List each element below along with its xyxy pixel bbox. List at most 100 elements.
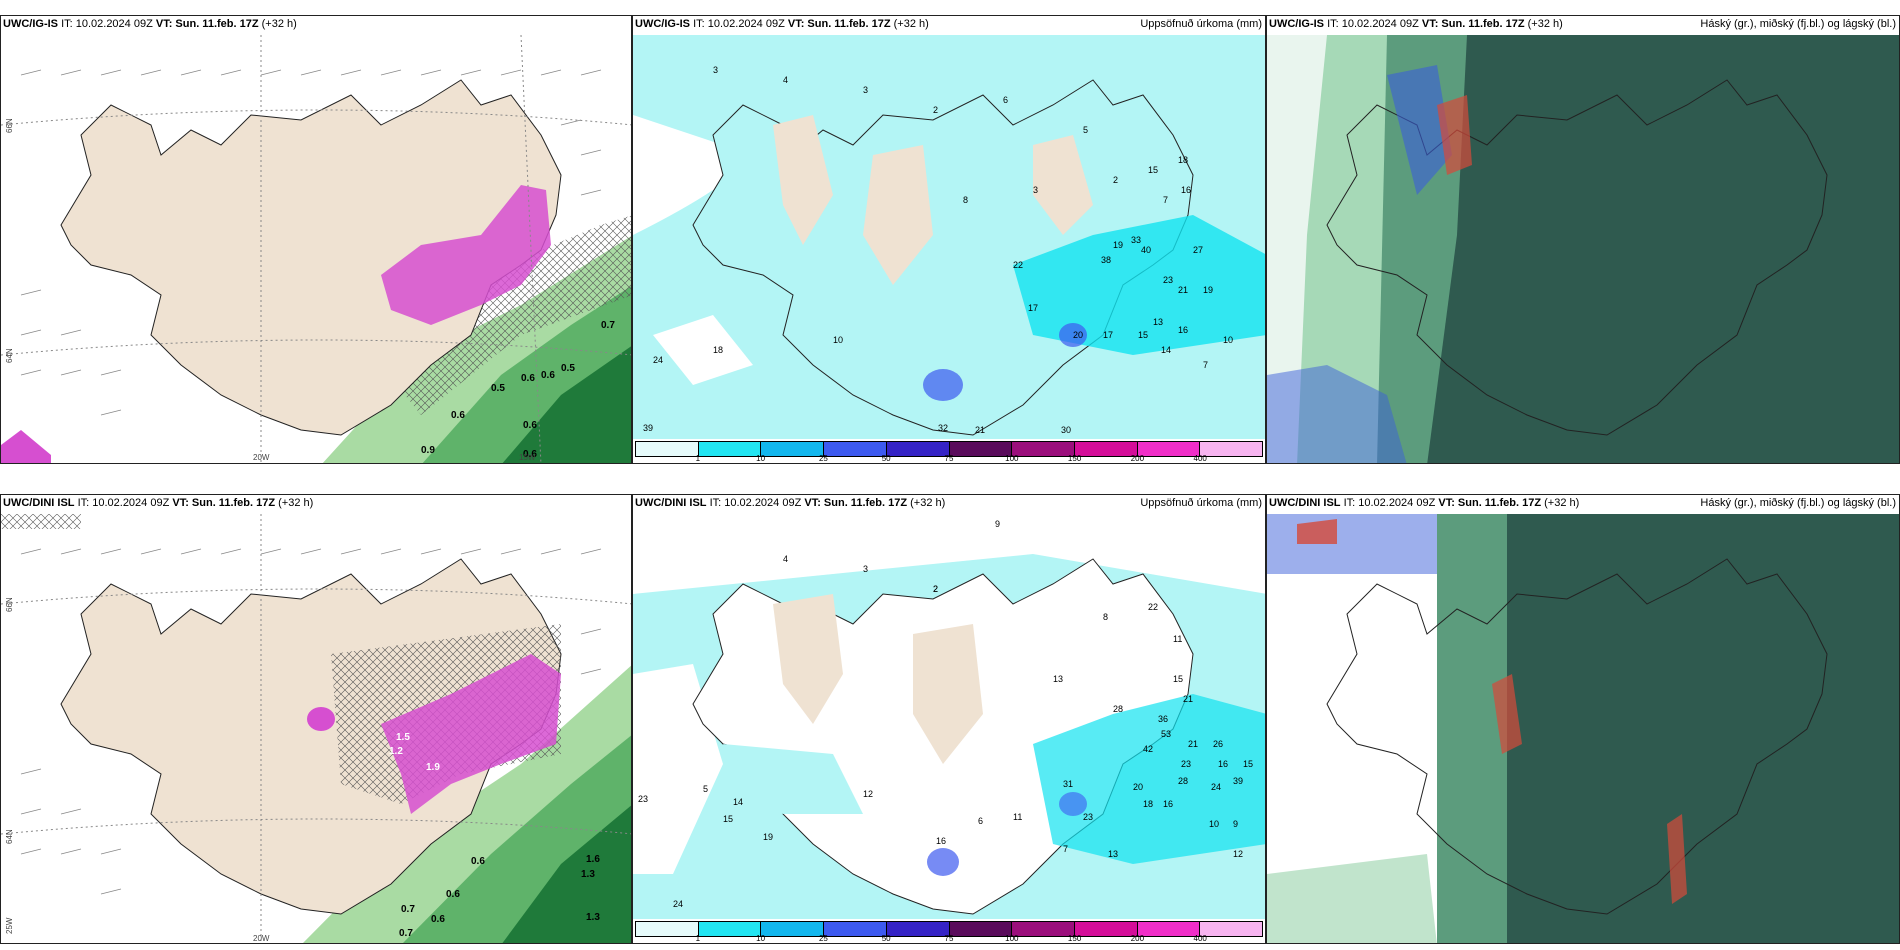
legend-swatch bbox=[636, 922, 699, 936]
valid-time: Sun. 11.feb. 17Z bbox=[175, 18, 259, 30]
init-time: IT: 10.02.2024 09Z bbox=[693, 18, 785, 30]
value-label: 0.6 bbox=[431, 914, 445, 925]
value-label: 24 bbox=[1211, 782, 1222, 792]
value-label: 0.7 bbox=[601, 320, 615, 331]
legend-swatch bbox=[1137, 442, 1201, 456]
wind-barbs bbox=[20, 69, 602, 416]
value-label: 0.6 bbox=[523, 449, 537, 460]
precip-cell bbox=[381, 185, 551, 325]
value-label: 38 bbox=[1101, 255, 1112, 265]
value-label: 0.7 bbox=[399, 928, 413, 939]
value-label: 19 bbox=[763, 832, 774, 842]
panel-title: UWC/IG-IS IT: 10.02.2024 09Z VT: Sun. 11… bbox=[3, 18, 297, 30]
value-label: 15 bbox=[1173, 674, 1184, 684]
value-label: 22 bbox=[1013, 260, 1024, 270]
value-label: 1.2 bbox=[389, 746, 403, 757]
lead-time: (+32 h) bbox=[893, 18, 929, 30]
value-label: 19 bbox=[1203, 285, 1214, 295]
value-label: 39 bbox=[1233, 776, 1244, 786]
value-label: 6 bbox=[1003, 95, 1009, 105]
value-label: 15 bbox=[1138, 330, 1149, 340]
value-label: 24 bbox=[653, 355, 664, 365]
value-label: 2 bbox=[933, 584, 939, 594]
legend-tick-label: 25 bbox=[818, 454, 828, 463]
legend-tick-label: 10 bbox=[756, 934, 766, 943]
legend-tick-label: 10 bbox=[756, 454, 766, 463]
value-label: 13 bbox=[1053, 674, 1064, 684]
valid-time-label: VT: bbox=[172, 497, 189, 509]
value-label: 5 bbox=[1083, 125, 1089, 135]
cloud-zone-clear bbox=[1267, 514, 1447, 943]
value-label: 15 bbox=[1148, 165, 1159, 175]
panel-right-title: Uppsöfnuð úrkoma (mm) bbox=[1140, 18, 1262, 30]
land-dry-zone bbox=[773, 594, 843, 724]
value-label: 12 bbox=[1233, 849, 1244, 859]
value-label: 12 bbox=[863, 789, 874, 799]
legend-swatch bbox=[949, 922, 1013, 936]
legend-ticks: 1 10 25 50 75 100 150 200 400 bbox=[635, 455, 1263, 463]
value-label: 20 bbox=[1073, 330, 1084, 340]
legend-tick-label: 200 bbox=[1130, 454, 1145, 463]
value-label: 21 bbox=[1178, 285, 1189, 295]
map-svg bbox=[1267, 514, 1899, 943]
high-cloud-zone bbox=[1437, 95, 1472, 175]
hatched-zone bbox=[381, 215, 631, 415]
panel-title: UWC/DINI ISL IT: 10.02.2024 09Z VT: Sun.… bbox=[1269, 497, 1579, 509]
legend-ticks: 1 10 25 50 75 100 150 200 400 bbox=[635, 935, 1263, 943]
precip-cell bbox=[307, 707, 335, 731]
value-label: 13 bbox=[1153, 317, 1164, 327]
value-label: 0.6 bbox=[523, 420, 537, 431]
lat-label: 66N bbox=[5, 118, 14, 133]
legend-swatch bbox=[886, 442, 950, 456]
panel-title: UWC/DINI ISL IT: 10.02.2024 09Z VT: Sun.… bbox=[635, 497, 945, 509]
legend-tick-label: 400 bbox=[1193, 454, 1207, 463]
precip-max-zone bbox=[923, 369, 963, 401]
legend-swatch bbox=[1012, 442, 1075, 456]
legend-swatch bbox=[1074, 922, 1138, 936]
land-dry-zone bbox=[863, 145, 933, 285]
map-area: 3 4 3 2 6 5 8 3 2 7 15 18 16 19 27 38 40… bbox=[633, 35, 1265, 439]
value-label: 17 bbox=[1028, 303, 1039, 313]
precip-cell bbox=[1, 430, 51, 463]
value-label: 19 bbox=[1113, 240, 1124, 250]
init-time: IT: 10.02.2024 09Z bbox=[709, 497, 802, 509]
value-label: 16 bbox=[936, 836, 947, 846]
value-label: 0.6 bbox=[471, 856, 485, 867]
high-cloud-zone bbox=[1297, 519, 1337, 544]
value-label: 3 bbox=[863, 564, 869, 574]
legend-tick-label: 200 bbox=[1130, 934, 1145, 943]
valid-time: Sun. 11.feb. 17Z bbox=[807, 18, 891, 30]
legend-tick-label: 50 bbox=[881, 454, 891, 463]
value-label: 13 bbox=[1108, 849, 1119, 859]
value-label: 10 bbox=[1223, 335, 1234, 345]
map-area: 0.6 0.7 0.6 0.6 1.6 1.3 1.3 0.7 1.2 1.9 … bbox=[1, 514, 631, 943]
value-label: 7 bbox=[1163, 195, 1169, 205]
legend-swatch bbox=[1074, 442, 1138, 456]
value-label: 27 bbox=[1193, 245, 1204, 255]
value-label: 22 bbox=[1148, 602, 1159, 612]
value-label: 2 bbox=[1113, 175, 1119, 185]
model-name: UWC/DINI ISL bbox=[3, 497, 75, 509]
grid-line bbox=[1, 339, 631, 356]
legend-swatch bbox=[636, 442, 699, 456]
map-area bbox=[1267, 514, 1899, 943]
map-area: 0.5 0.7 0.6 0.6 0.6 0.9 0.6 0.6 0.5 66N … bbox=[1, 35, 631, 463]
legend-swatch bbox=[949, 442, 1013, 456]
valid-time: Sun. 11.feb. 17Z bbox=[1441, 18, 1525, 30]
value-label: 7 bbox=[1063, 844, 1069, 854]
precip-max-zone bbox=[1059, 323, 1087, 347]
value-label: 17 bbox=[1103, 330, 1114, 340]
lead-time: (+32 h) bbox=[261, 18, 297, 30]
legend-swatches bbox=[635, 921, 1263, 937]
high-cloud-zone bbox=[1267, 365, 1407, 463]
cloud-cover-panel-row1: UWC/IG-IS IT: 10.02.2024 09Z VT: Sun. 11… bbox=[1266, 15, 1900, 464]
valid-time-label: VT: bbox=[787, 18, 805, 30]
high-cloud-zone bbox=[1387, 65, 1452, 195]
value-label: 24 bbox=[673, 899, 684, 909]
hatched-zone bbox=[1, 514, 81, 529]
value-label: 11 bbox=[1173, 634, 1183, 644]
value-label: 0.6 bbox=[451, 410, 465, 421]
value-label: 28 bbox=[1178, 776, 1189, 786]
value-label: 11 bbox=[1013, 812, 1023, 822]
value-label: 14 bbox=[1161, 345, 1172, 355]
